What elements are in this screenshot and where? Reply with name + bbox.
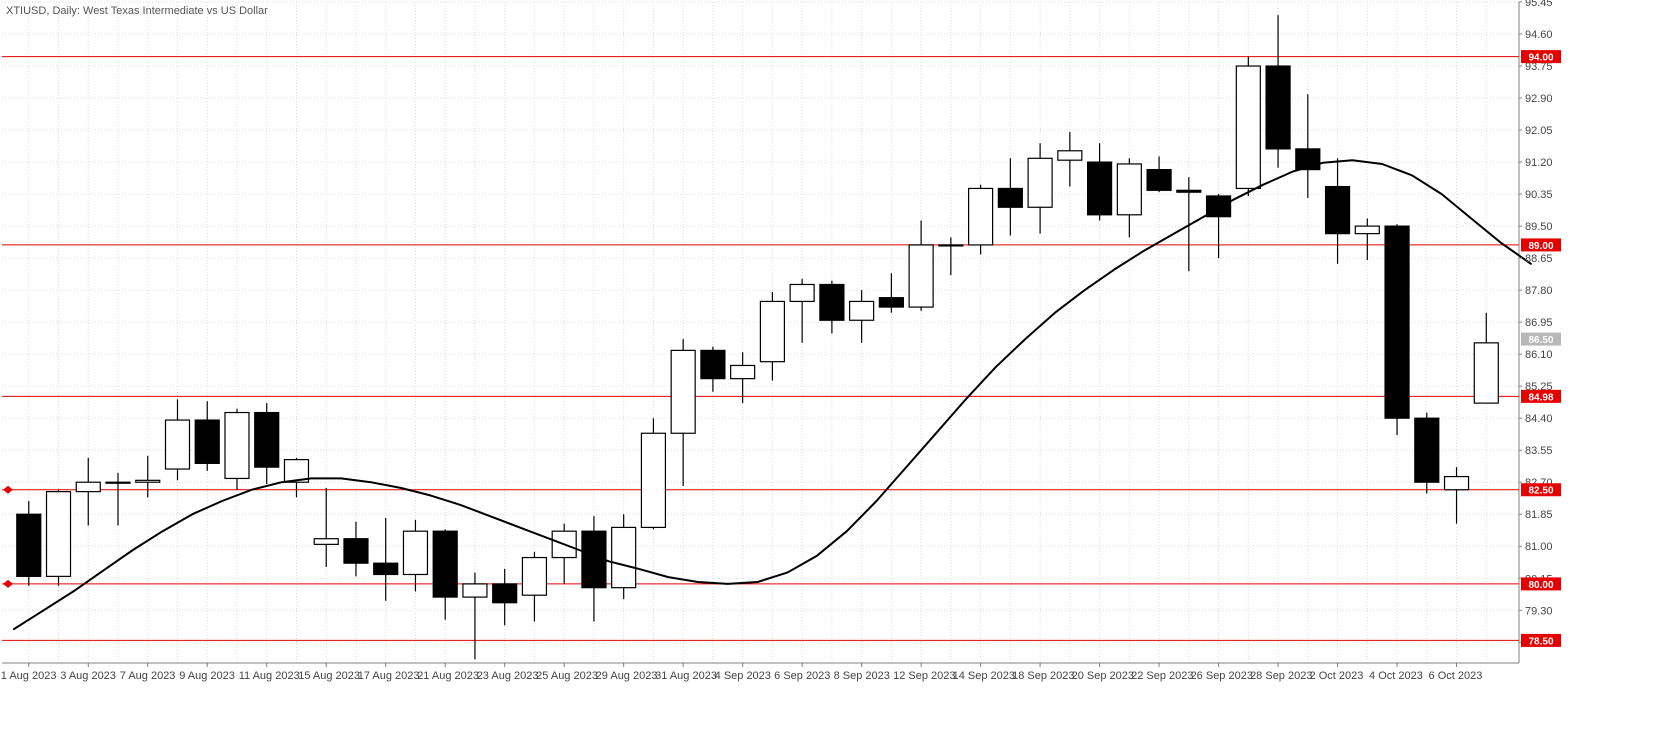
y-tick-label: 88.65 xyxy=(1525,253,1553,265)
x-tick-label: 28 Sep 2023 xyxy=(1250,670,1312,682)
candle xyxy=(344,539,368,563)
y-tick-label: 79.30 xyxy=(1525,605,1553,617)
y-tick-label: 81.00 xyxy=(1525,541,1553,553)
candle xyxy=(790,284,814,301)
x-tick-label: 20 Sep 2023 xyxy=(1072,670,1134,682)
candle xyxy=(850,301,874,320)
y-tick-label: 91.20 xyxy=(1525,157,1553,169)
candle xyxy=(1028,158,1052,207)
x-tick-label: 26 Sep 2023 xyxy=(1191,670,1253,682)
svg-text:89.00: 89.00 xyxy=(1528,241,1553,252)
candle xyxy=(1445,477,1469,490)
candle xyxy=(403,531,427,574)
candle xyxy=(1474,343,1498,403)
y-tick-label: 87.80 xyxy=(1525,285,1553,297)
candle xyxy=(106,482,130,483)
x-tick-label: 3 Aug 2023 xyxy=(60,670,116,682)
candle xyxy=(760,301,784,361)
candle xyxy=(1266,66,1290,149)
candle xyxy=(165,420,189,469)
x-tick-label: 6 Oct 2023 xyxy=(1429,670,1483,682)
svg-text:82.50: 82.50 xyxy=(1528,486,1553,497)
x-tick-label: 18 Sep 2023 xyxy=(1012,670,1074,682)
x-tick-label: 29 Aug 2023 xyxy=(596,670,658,682)
x-tick-label: 23 Aug 2023 xyxy=(477,670,539,682)
svg-text:80.00: 80.00 xyxy=(1528,580,1553,591)
candle xyxy=(998,188,1022,207)
y-tick-label: 90.35 xyxy=(1525,189,1553,201)
y-tick-label: 83.55 xyxy=(1525,445,1553,457)
candle xyxy=(612,527,636,587)
x-tick-label: 4 Oct 2023 xyxy=(1369,670,1423,682)
x-tick-label: 21 Aug 2023 xyxy=(417,670,479,682)
svg-text:84.98: 84.98 xyxy=(1528,392,1553,403)
candle xyxy=(463,584,487,597)
chart-title: XTIUSD, Daily: West Texas Intermediate v… xyxy=(6,5,268,17)
candle xyxy=(255,413,279,468)
candle xyxy=(1088,162,1112,215)
candle xyxy=(969,188,993,244)
y-tick-label: 86.95 xyxy=(1525,317,1553,329)
y-tick-label: 84.40 xyxy=(1525,413,1553,425)
candle xyxy=(1415,418,1439,482)
candle xyxy=(522,558,546,596)
x-tick-label: 2 Oct 2023 xyxy=(1310,670,1364,682)
y-tick-label: 86.10 xyxy=(1525,349,1553,361)
candle xyxy=(47,492,71,577)
candle xyxy=(76,482,100,491)
x-tick-label: 25 Aug 2023 xyxy=(536,670,598,682)
x-tick-label: 22 Sep 2023 xyxy=(1131,670,1193,682)
candle xyxy=(374,563,398,574)
x-tick-label: 12 Sep 2023 xyxy=(893,670,955,682)
x-tick-label: 4 Sep 2023 xyxy=(715,670,771,682)
y-tick-label: 92.05 xyxy=(1525,125,1553,137)
candle xyxy=(17,514,41,576)
y-tick-label: 81.85 xyxy=(1525,509,1553,521)
candle xyxy=(1147,170,1171,191)
candle xyxy=(641,433,665,527)
candle xyxy=(820,284,844,320)
y-tick-label: 89.50 xyxy=(1525,221,1553,233)
candle xyxy=(701,350,725,378)
y-tick-label: 94.60 xyxy=(1525,29,1553,41)
candle xyxy=(1385,226,1409,418)
candle xyxy=(1177,190,1201,192)
candle xyxy=(493,584,517,603)
svg-text:78.50: 78.50 xyxy=(1528,636,1553,647)
x-tick-label: 15 Aug 2023 xyxy=(298,670,360,682)
x-tick-label: 6 Sep 2023 xyxy=(774,670,830,682)
x-tick-label: 17 Aug 2023 xyxy=(358,670,420,682)
x-tick-label: 7 Aug 2023 xyxy=(120,670,176,682)
candle xyxy=(1058,151,1082,160)
svg-text:94.00: 94.00 xyxy=(1528,53,1553,64)
candle xyxy=(1355,226,1379,234)
candle xyxy=(879,298,903,307)
svg-text:86.50: 86.50 xyxy=(1528,335,1553,346)
candle xyxy=(1236,66,1260,188)
candle xyxy=(1326,187,1350,234)
y-tick-label: 95.45 xyxy=(1525,0,1553,9)
candle xyxy=(136,480,160,482)
x-tick-label: 31 Aug 2023 xyxy=(655,670,717,682)
candle xyxy=(433,531,457,597)
candle xyxy=(731,365,755,378)
candle xyxy=(225,413,249,479)
x-tick-label: 11 Aug 2023 xyxy=(239,670,300,682)
x-tick-label: 8 Sep 2023 xyxy=(834,670,890,682)
candle xyxy=(671,350,695,433)
candle xyxy=(909,245,933,307)
candlestick-chart: 78.4579.3080.1581.0081.8582.7083.5584.40… xyxy=(0,0,1663,732)
candle xyxy=(314,539,338,545)
y-tick-label: 92.90 xyxy=(1525,93,1553,105)
candle xyxy=(195,420,219,463)
candle xyxy=(939,245,963,246)
candle xyxy=(1117,164,1141,215)
x-tick-label: 9 Aug 2023 xyxy=(179,670,235,682)
x-tick-label: 14 Sep 2023 xyxy=(953,670,1015,682)
x-tick-label: 1 Aug 2023 xyxy=(1,670,57,682)
